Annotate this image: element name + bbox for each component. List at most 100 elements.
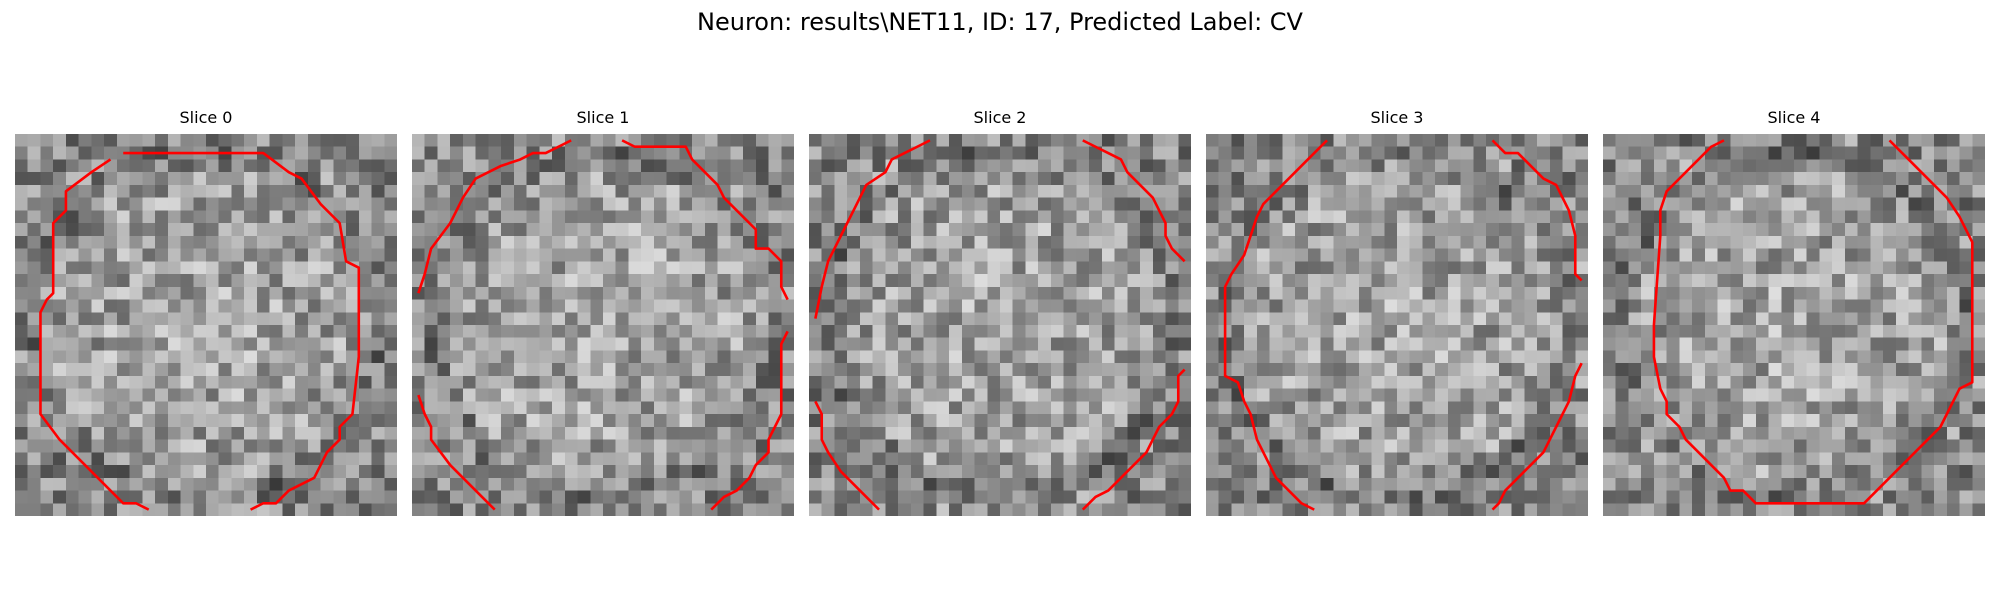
pixel (1549, 439, 1564, 453)
pixel (320, 401, 334, 415)
pixel (1934, 325, 1948, 339)
pixel (501, 274, 515, 288)
pixel (116, 172, 131, 186)
pixel (679, 439, 693, 453)
pixel (781, 490, 794, 504)
pixel (590, 452, 604, 466)
pixel (104, 337, 118, 351)
pixel (1460, 426, 1474, 441)
pixel (1717, 299, 1731, 313)
pixel (142, 286, 156, 301)
pixel (295, 465, 309, 479)
pixel (1908, 414, 1922, 428)
pixel (898, 477, 912, 492)
pixel (129, 350, 143, 364)
pixel (1422, 299, 1436, 313)
pixel (1384, 223, 1398, 237)
pixel (78, 337, 92, 351)
pixel (1537, 286, 1551, 301)
pixel (1575, 197, 1588, 211)
pixel (885, 503, 899, 516)
pixel (1511, 325, 1525, 339)
pixel (1307, 388, 1322, 402)
pixel (180, 159, 194, 173)
pixel (1460, 439, 1474, 453)
pixel (1050, 210, 1065, 224)
pixel (552, 439, 566, 453)
pixel (1781, 159, 1795, 173)
pixel (1857, 465, 1871, 479)
pixel (1844, 350, 1859, 364)
pixel (1883, 146, 1897, 160)
pixel (358, 248, 373, 262)
pixel (653, 235, 668, 250)
pixel (307, 350, 322, 364)
pixel (1921, 465, 1935, 479)
pixel (1012, 388, 1026, 402)
pixel (564, 439, 579, 453)
pixel (167, 210, 182, 224)
pixel (1012, 401, 1026, 415)
pixel (1409, 439, 1423, 453)
pixel (821, 235, 835, 250)
pixel (1768, 197, 1782, 211)
pixel (885, 325, 899, 339)
pixel (910, 401, 925, 415)
pixel (1562, 414, 1576, 428)
pixel (78, 197, 92, 211)
pixel (167, 325, 182, 339)
pixel (1832, 146, 1846, 160)
pixel (1447, 197, 1462, 211)
pixel (1717, 134, 1731, 148)
pixel (961, 197, 976, 211)
pixel (847, 490, 861, 504)
pixel (859, 261, 874, 275)
pixel (1844, 490, 1859, 504)
pixel (513, 503, 528, 516)
pixel (1895, 401, 1910, 415)
pixel (53, 350, 67, 364)
pixel (1641, 134, 1655, 148)
pixel (1101, 184, 1116, 199)
pixel (1358, 414, 1373, 428)
pixel (1972, 146, 1985, 160)
pixel (743, 414, 757, 428)
pixel (1076, 426, 1090, 441)
pixel (1524, 235, 1538, 250)
pixel (384, 337, 397, 351)
pixel (1934, 426, 1948, 441)
pixel (1409, 261, 1423, 275)
pixel (1206, 197, 1220, 211)
pixel (1511, 197, 1525, 211)
pixel (206, 426, 220, 441)
pixel (1730, 261, 1744, 275)
pixel (333, 325, 347, 339)
pixel (269, 350, 283, 364)
pixel (1562, 490, 1576, 504)
pixel (488, 325, 502, 339)
pixel (1178, 299, 1191, 313)
pixel (1165, 184, 1179, 199)
pixel (1409, 159, 1423, 173)
pixel (501, 375, 515, 390)
pixel (872, 414, 886, 428)
pixel (615, 223, 629, 237)
pixel (821, 426, 835, 441)
pixel (346, 248, 360, 262)
pixel (577, 134, 591, 148)
pixel (717, 337, 731, 351)
pixel (437, 477, 451, 492)
pixel (501, 439, 515, 453)
pixel (450, 184, 464, 199)
pixel (1895, 439, 1910, 453)
pixel (1282, 134, 1296, 148)
pixel (872, 235, 886, 250)
pixel (1972, 439, 1985, 453)
pixel (1038, 439, 1052, 453)
pixel (1743, 388, 1757, 402)
pixel (987, 286, 1001, 301)
pixel (1615, 146, 1629, 160)
pixel (679, 452, 693, 466)
pixel (1844, 452, 1859, 466)
pixel (91, 439, 105, 453)
